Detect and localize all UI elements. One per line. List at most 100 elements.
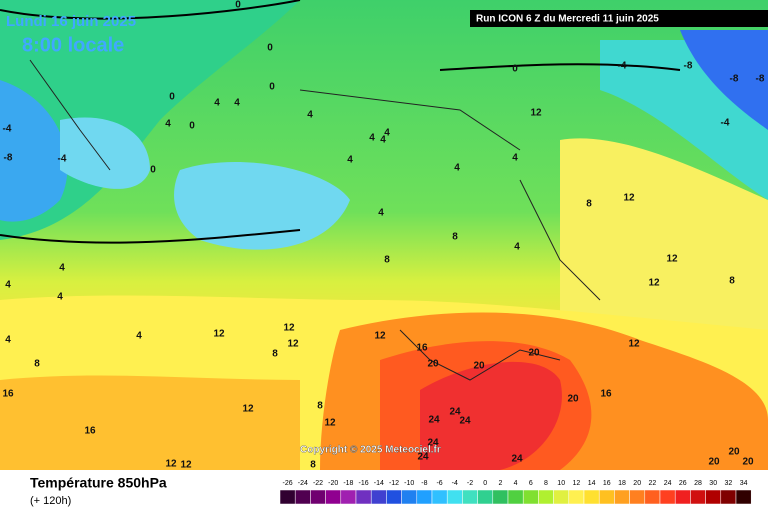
scale-swatch — [416, 489, 433, 505]
scale-swatch — [735, 489, 752, 505]
isoline-label: -4 — [721, 118, 730, 129]
run-label: Run ICON 6 Z du Mercredi 11 juin 2025 — [476, 14, 659, 25]
scale-label: 28 — [694, 480, 702, 487]
scale-swatch — [446, 489, 463, 505]
isoline-label: 12 — [666, 254, 678, 265]
isoline-label: 24 — [459, 416, 471, 427]
scale-swatch — [629, 489, 646, 505]
scale-label: -16 — [359, 480, 369, 487]
scale-label: -14 — [374, 480, 384, 487]
isoline-label: 16 — [2, 389, 14, 400]
scale-swatch — [279, 489, 296, 505]
scale-label: 30 — [709, 480, 717, 487]
isoline-label: -4 — [618, 61, 627, 72]
copyright: Copyright © 2025 Meteociel.fr — [300, 445, 441, 456]
scale-label: 20 — [633, 480, 641, 487]
isoline-label: 8 — [317, 401, 323, 412]
isoline-label: 20 — [728, 447, 740, 458]
lead-time: (+ 120h) — [30, 495, 71, 507]
scale-swatch — [294, 489, 311, 505]
scale-swatch — [355, 489, 372, 505]
run-banner — [470, 10, 768, 27]
scale-label: 14 — [588, 480, 596, 487]
isoline-label: 24 — [417, 452, 429, 463]
scale-swatch — [492, 489, 509, 505]
isoline-label: 4 — [378, 208, 384, 219]
isoline-label: 4 — [136, 331, 142, 342]
scale-label: 26 — [679, 480, 687, 487]
isoline-label: 20 — [528, 348, 540, 359]
scale-swatch — [462, 489, 478, 505]
scale-swatch — [401, 489, 418, 505]
isoline-label: 20 — [567, 394, 579, 405]
isoline-label: 0 — [512, 64, 518, 75]
scale-swatch — [690, 489, 706, 505]
isoline-label: 4 — [5, 335, 11, 346]
isoline-label: 4 — [380, 135, 386, 146]
scale-swatch — [386, 489, 402, 505]
isoline-label: 4 — [5, 280, 11, 291]
isoline-label: 8 — [34, 359, 40, 370]
scale-label: -22 — [313, 480, 323, 487]
scale-label: -20 — [328, 480, 338, 487]
isoline-label: 8 — [310, 460, 316, 471]
isoline-label: 8 — [272, 349, 278, 360]
field-title: Température 850hPa — [30, 475, 167, 491]
scale-swatch — [370, 489, 387, 505]
scale-label: -8 — [421, 480, 427, 487]
isoline-label: 0 — [269, 82, 275, 93]
scale-swatch — [644, 489, 661, 505]
isoline-label: 4 — [59, 263, 65, 274]
isoline-label: 12 — [623, 193, 635, 204]
scale-label: -4 — [452, 480, 458, 487]
isoline-label: 4 — [234, 98, 240, 109]
isoline-label: 4 — [165, 119, 171, 130]
isoline-label: 12 — [213, 329, 225, 340]
isoline-label: 4 — [347, 155, 353, 166]
scale-label: 32 — [725, 480, 733, 487]
scale-label: 4 — [514, 480, 518, 487]
valid-date: Lundi 16 juin 2025 — [6, 13, 136, 30]
isoline-label: -8 — [730, 74, 739, 85]
scale-swatch — [598, 489, 615, 505]
isoline-label: -8 — [756, 74, 765, 85]
scale-swatch — [553, 489, 570, 505]
isoline-label: 8 — [586, 199, 592, 210]
isoline-label: 24 — [449, 407, 461, 418]
scale-label: 0 — [483, 480, 487, 487]
isoline-label: 0 — [235, 0, 241, 11]
isoline-label: 12 — [374, 331, 386, 342]
color-scale: -26 -24 -22 -20 -18 -16 -14 -12 -10 -8 -6 -4 -2 0 2 4 6 8… — [279, 480, 752, 505]
isoline-label: 20 — [473, 361, 485, 372]
isoline-label: 20 — [708, 457, 720, 468]
isoline-label: 24 — [428, 415, 440, 426]
isoline-label: 24 — [511, 454, 523, 465]
scale-swatch — [477, 489, 494, 505]
isoline-label: 4 — [514, 242, 520, 253]
scale-swatch — [705, 489, 722, 505]
scale-label: 2 — [498, 480, 502, 487]
isoline-label: 8 — [729, 276, 735, 287]
isoline-label: 4 — [454, 163, 460, 174]
scale-label: 8 — [544, 480, 548, 487]
scale-label: 12 — [573, 480, 581, 487]
isoline-label: 0 — [150, 165, 156, 176]
scale-swatch — [583, 489, 600, 505]
scale-label: -6 — [436, 480, 442, 487]
isoline-label: 12 — [242, 404, 254, 415]
scale-label: -10 — [404, 480, 414, 487]
scale-label: 34 — [740, 480, 748, 487]
scale-label: -18 — [343, 480, 353, 487]
scale-label: 22 — [649, 480, 657, 487]
isoline-label: 4 — [384, 128, 390, 139]
isoline-label: 4 — [512, 153, 518, 164]
isoline-label: 24 — [427, 438, 439, 449]
scale-label: -12 — [389, 480, 399, 487]
isoline-label: 12 — [530, 108, 542, 119]
scale-swatch — [325, 489, 342, 505]
isoline-label: -8 — [684, 61, 693, 72]
isoline-label: 12 — [628, 339, 640, 350]
isoline-label: 16 — [600, 389, 612, 400]
scale-swatch — [720, 489, 737, 505]
